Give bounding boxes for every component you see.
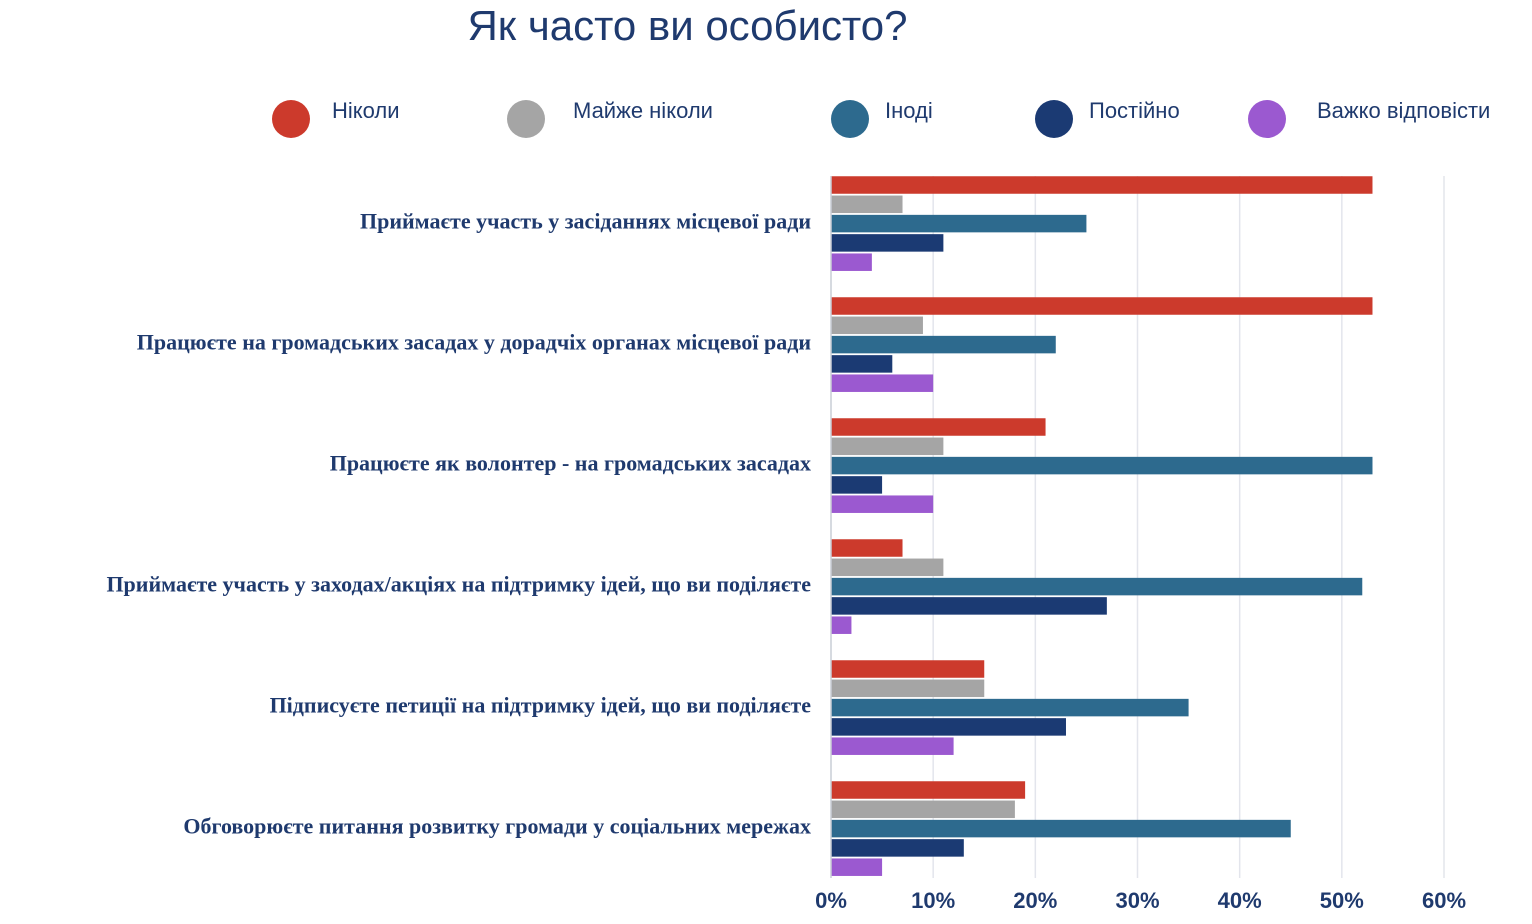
- bar: [831, 456, 1373, 475]
- legend-label: Ніколи: [332, 98, 400, 123]
- bar: [831, 558, 944, 577]
- bar: [831, 234, 944, 252]
- x-tick-label: 40%: [1218, 888, 1262, 913]
- bar: [831, 616, 852, 634]
- legend-label: Майже ніколи: [573, 98, 713, 123]
- legend-label: Важко відповісти: [1317, 98, 1491, 123]
- legend-swatch: [507, 100, 545, 138]
- legend-label: Постійно: [1089, 98, 1180, 123]
- bar: [831, 679, 985, 698]
- bar: [831, 577, 1363, 596]
- bar: [831, 698, 1189, 717]
- legend-swatch: [831, 100, 869, 138]
- x-tick-label: 20%: [1013, 888, 1057, 913]
- category-label: Приймаєте участь у заходах/акціях на під…: [106, 572, 811, 597]
- bar: [831, 335, 1056, 354]
- bar: [831, 781, 1026, 799]
- category-label: Працюєте на громадських засадах у дорадч…: [137, 330, 812, 355]
- bar: [831, 597, 1107, 615]
- bar: [831, 176, 1373, 194]
- bar: [831, 819, 1291, 838]
- bar: [831, 437, 944, 456]
- chart-title: Як часто ви особисто?: [467, 2, 908, 49]
- bars: [831, 176, 1373, 876]
- bar: [831, 253, 872, 271]
- legend-swatch: [272, 100, 310, 138]
- bar: [831, 718, 1066, 736]
- bar: [831, 495, 934, 513]
- legend-swatch: [1248, 100, 1286, 138]
- bar: [831, 355, 893, 373]
- bar: [831, 214, 1087, 233]
- bar: [831, 418, 1046, 436]
- legend: Ніколи Майже ніколи Іноді Постійно Важко від…: [0, 0, 1532, 150]
- bar: [831, 539, 903, 557]
- bar: [831, 374, 934, 392]
- gridlines: [932, 176, 1445, 878]
- category-labels: Приймаєте участь у засіданнях місцевої р…: [106, 209, 811, 839]
- bar: [831, 839, 964, 857]
- bar: [831, 476, 883, 494]
- bar: [831, 800, 1015, 819]
- bar: [831, 660, 985, 678]
- x-tick-label: 50%: [1320, 888, 1364, 913]
- bar: [831, 858, 883, 876]
- x-tick-label: 60%: [1422, 888, 1466, 913]
- bar: [831, 737, 954, 755]
- legend-label: Іноді: [885, 98, 933, 123]
- x-tick-labels: 0% 10% 20% 30% 40% 50% 60%: [815, 888, 1466, 913]
- bar: [831, 316, 923, 335]
- category-label: Обговорюєте питання розвитку громади у с…: [183, 814, 811, 839]
- x-tick-label: 30%: [1115, 888, 1159, 913]
- x-tick-label: 0%: [815, 888, 847, 913]
- x-tick-label: 10%: [911, 888, 955, 913]
- category-label: Підписуєте петиції на підтримку ідей, що…: [270, 693, 812, 718]
- legend-swatch: [1035, 100, 1073, 138]
- bar: [831, 195, 903, 214]
- category-label: Приймаєте участь у засіданнях місцевої р…: [360, 209, 811, 234]
- category-label: Працюєте як волонтер - на громадських за…: [330, 451, 811, 476]
- bar: [831, 297, 1373, 315]
